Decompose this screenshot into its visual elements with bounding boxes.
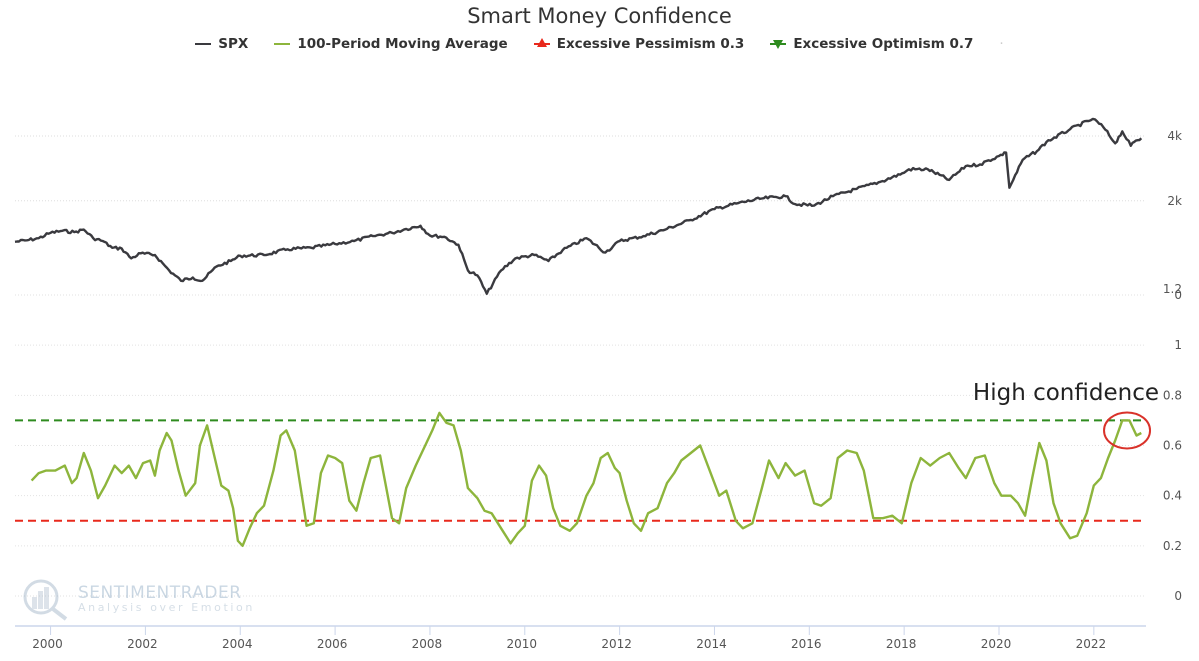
x-tick-label: 2020 [981, 637, 1012, 651]
chart-title: Smart Money Confidence [467, 4, 732, 28]
legend-label: 100-Period Moving Average [297, 36, 508, 52]
y-tick-label: 0.8 [1163, 388, 1182, 402]
moving-average-line [30, 411, 1142, 547]
x-tick-label: 2014 [696, 637, 727, 651]
legend-item-spx[interactable]: SPX [195, 36, 248, 52]
x-axis: 2000 2002 2004 2006 2008 2010 2012 2014 2016 2018… [15, 625, 1146, 651]
y-tick-label: 2k [1167, 194, 1182, 208]
annotation-high-confidence: High confidence [973, 380, 1159, 406]
x-tick-label: 2006 [317, 637, 348, 651]
watermark-brand: SENTIMENTRADER [78, 582, 242, 603]
triangle-up-icon [533, 37, 550, 51]
magnifier-chart-icon [23, 579, 68, 621]
triangle-down-icon [770, 37, 787, 51]
legend-item-moving-average[interactable]: 100-Period Moving Average [274, 36, 508, 52]
y-tick-label: 0.2 [1163, 539, 1182, 553]
y-tick-label: 0.4 [1163, 489, 1182, 503]
x-tick-label: 2008 [412, 637, 443, 651]
annotation-circle [1103, 411, 1152, 450]
spx-line [14, 117, 1143, 295]
x-tick-label: 2004 [222, 637, 253, 651]
x-tick-label: 2002 [127, 637, 158, 651]
y-tick-label: 4k [1167, 129, 1182, 143]
x-tick-label: 2018 [886, 637, 917, 651]
legend-item-hidden[interactable]: · [999, 36, 1003, 52]
chart-legend: SPX 100-Period Moving Average Excessive … [0, 36, 1199, 52]
legend-label: · [999, 36, 1004, 52]
legend-line-icon [274, 37, 291, 51]
watermark-tagline: Analysis over Emotion [78, 600, 255, 614]
x-tick-label: 2010 [507, 637, 538, 651]
x-tick-label: 2012 [601, 637, 632, 651]
y-tick-label: 0.6 [1163, 439, 1182, 453]
legend-item-excessive-optimism[interactable]: Excessive Optimism 0.7 [770, 36, 973, 52]
y-tick-label: 0 [1174, 589, 1182, 603]
legend-item-excessive-pessimism[interactable]: Excessive Pessimism 0.3 [533, 36, 745, 52]
series-layer [14, 117, 1143, 547]
y-tick-label: 1 [1174, 338, 1182, 352]
y-tick-label: 0 [1174, 288, 1182, 302]
annotation-layer: High confidence [973, 380, 1159, 450]
x-tick-label: 2016 [791, 637, 822, 651]
gridlines [15, 135, 1146, 597]
legend-label: SPX [218, 36, 249, 52]
legend-label: Excessive Optimism 0.7 [793, 36, 974, 52]
y-axis: 2k 4k 0 0 0.2 0.4 0.6 0.8 1 1.2 [1163, 129, 1182, 603]
y-tick-label: 1.2 [1163, 282, 1182, 296]
sentimentrader-watermark: SENTIMENTRADER Analysis over Emotion [20, 577, 255, 621]
x-tick-label: 2000 [32, 637, 63, 651]
legend-label: Excessive Pessimism 0.3 [556, 36, 745, 52]
legend-line-icon [195, 37, 212, 51]
x-tick-label: 2022 [1076, 637, 1107, 651]
reference-lines [15, 419, 1146, 522]
